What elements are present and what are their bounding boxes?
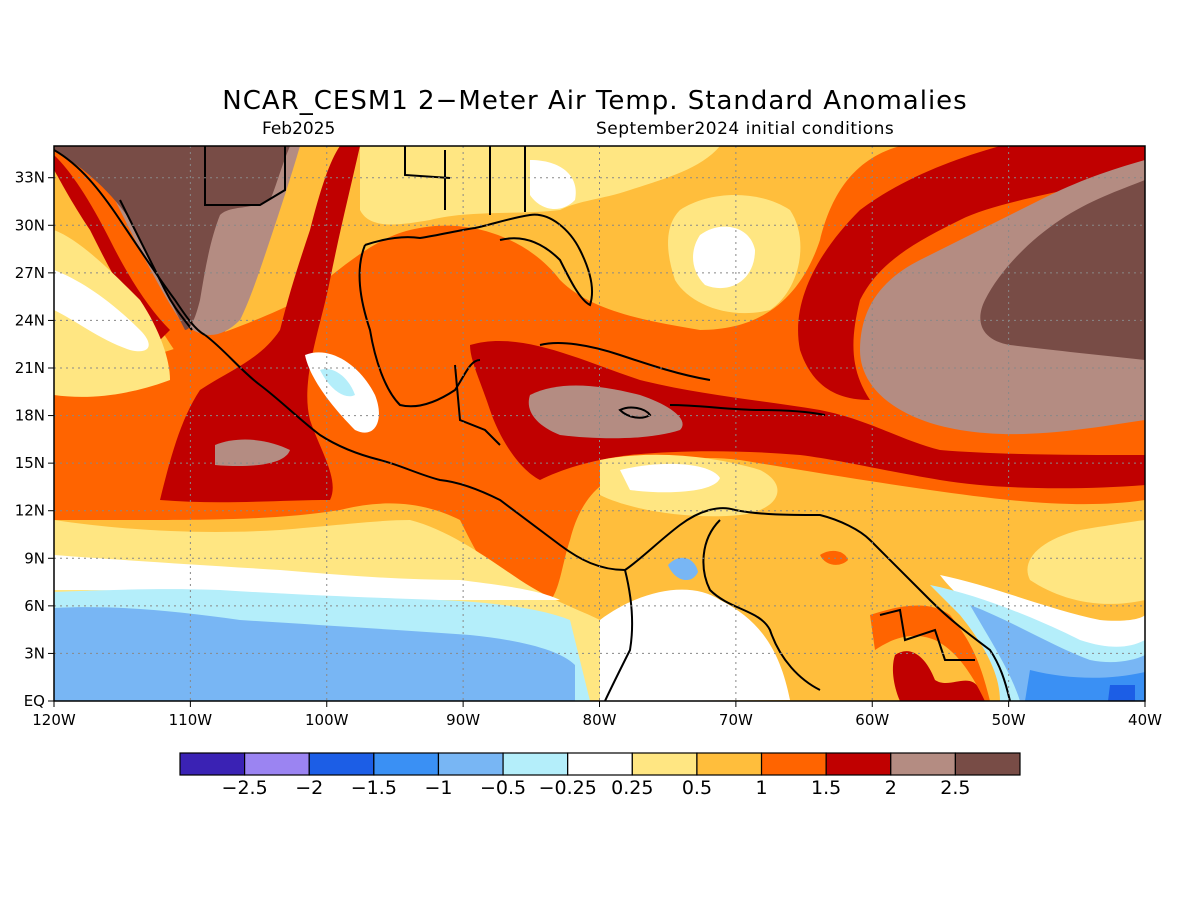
band-gt2.5-atlantic xyxy=(980,180,1145,360)
lon-tick-label: 110W xyxy=(169,711,213,729)
coastlines xyxy=(54,146,1011,701)
lat-tick-label: 15N xyxy=(15,454,45,472)
lon-tick-label: 90W xyxy=(446,711,480,729)
band-neutral-baja xyxy=(54,270,149,352)
lon-tick-label: 60W xyxy=(855,711,889,729)
initial-conditions: September2024 initial conditions xyxy=(596,119,895,139)
colorbar-swatch xyxy=(760,752,827,776)
colorbar-swatch xyxy=(954,752,1021,776)
band-guianas-red xyxy=(892,651,985,701)
lat-tick-label: 30N xyxy=(15,216,45,234)
latitude-axis: 33N 30N 27N 24N 21N 18N 15N 12N 9N 6N 3N EQ xyxy=(15,169,54,710)
lat-tick-label: 24N xyxy=(15,311,45,329)
colorbar-swatch xyxy=(890,752,956,776)
colorbar-swatch xyxy=(308,752,375,776)
lon-tick-label: 40W xyxy=(1128,711,1162,729)
lat-tick-label: EQ xyxy=(24,692,45,710)
band-neutral-colombia xyxy=(600,589,790,701)
lat-tick-label: 9N xyxy=(24,549,45,567)
band-neutral-florida xyxy=(530,160,576,210)
longitude-axis: 120W 110W 100W 90W 80W 70W 60W 50W 40W xyxy=(32,701,1162,729)
colorbar-label: 2.5 xyxy=(940,777,970,799)
lon-tick-label: 80W xyxy=(583,711,617,729)
lon-tick-label: 50W xyxy=(992,711,1026,729)
colorbar-label: 1 xyxy=(755,777,767,799)
band-neutral-south xyxy=(54,555,560,600)
colorbar-label: 0.5 xyxy=(682,777,712,799)
colorbar-label: −0.5 xyxy=(480,777,526,799)
lat-tick-label: 18N xyxy=(15,407,45,425)
colorbar-swatch xyxy=(179,752,246,776)
band-1.5-2-pacific xyxy=(160,146,360,503)
band-guianas-orange xyxy=(870,605,990,701)
band-blue-south xyxy=(54,607,575,701)
lon-tick-label: 100W xyxy=(305,711,349,729)
colorbar-swatch xyxy=(696,752,763,776)
colorbar-swatch xyxy=(825,752,892,776)
lon-tick-label: 120W xyxy=(32,711,76,729)
colorbar-label: 2 xyxy=(885,777,897,799)
band-2-2.5-pacific xyxy=(215,439,290,467)
colorbar-swatch xyxy=(244,752,310,776)
colorbar-label: −1 xyxy=(424,777,452,799)
lat-tick-label: 3N xyxy=(24,644,45,662)
band-1.5-2-baja xyxy=(54,155,170,340)
band-1.5-2-atlantic xyxy=(798,146,1145,400)
colorbar-label: −0.25 xyxy=(539,777,597,799)
lat-tick-label: 33N xyxy=(15,169,45,187)
lat-tick-label: 21N xyxy=(15,359,45,377)
colorbar-swatch xyxy=(567,752,633,776)
colorbar-label: 0.25 xyxy=(611,777,653,799)
valid-month: Feb2025 xyxy=(262,119,336,139)
lat-tick-label: 12N xyxy=(15,502,45,520)
band-0.25-0.5-atl-east xyxy=(1027,520,1145,604)
band-1.5-2-caribbean xyxy=(470,340,1145,489)
colorbar-swatch xyxy=(631,752,698,776)
colorbar: −2.5 −2 −1.5 −1 −0.5 −0.25 0.25 0.5 1 1.5 2 2.5 xyxy=(179,752,1021,799)
lon-tick-label: 70W xyxy=(719,711,753,729)
colorbar-label: −1.5 xyxy=(351,777,397,799)
graticule xyxy=(54,146,1145,701)
band-cyan-gulf xyxy=(320,369,355,397)
colorbar-swatch xyxy=(373,752,440,776)
map-title: NCAR_CESM1 2−Meter Air Temp. Standard An… xyxy=(222,86,968,116)
band-blue-colombia xyxy=(668,557,698,581)
colorbar-label: 1.5 xyxy=(811,777,841,799)
band-blue-deepest-atl xyxy=(1108,685,1135,701)
band-neutral-atl-east xyxy=(940,575,1145,655)
band-neutral-carib xyxy=(620,463,720,493)
lat-tick-label: 27N xyxy=(15,264,45,282)
band-gt2.5-mexico xyxy=(54,146,290,330)
colorbar-swatch xyxy=(502,752,569,776)
lat-tick-label: 6N xyxy=(24,597,45,615)
band-2-2.5-caribbean xyxy=(528,385,683,439)
colorbar-swatch xyxy=(437,752,504,776)
colorbar-label: −2.5 xyxy=(222,777,268,799)
colorbar-label: −2 xyxy=(295,777,323,799)
